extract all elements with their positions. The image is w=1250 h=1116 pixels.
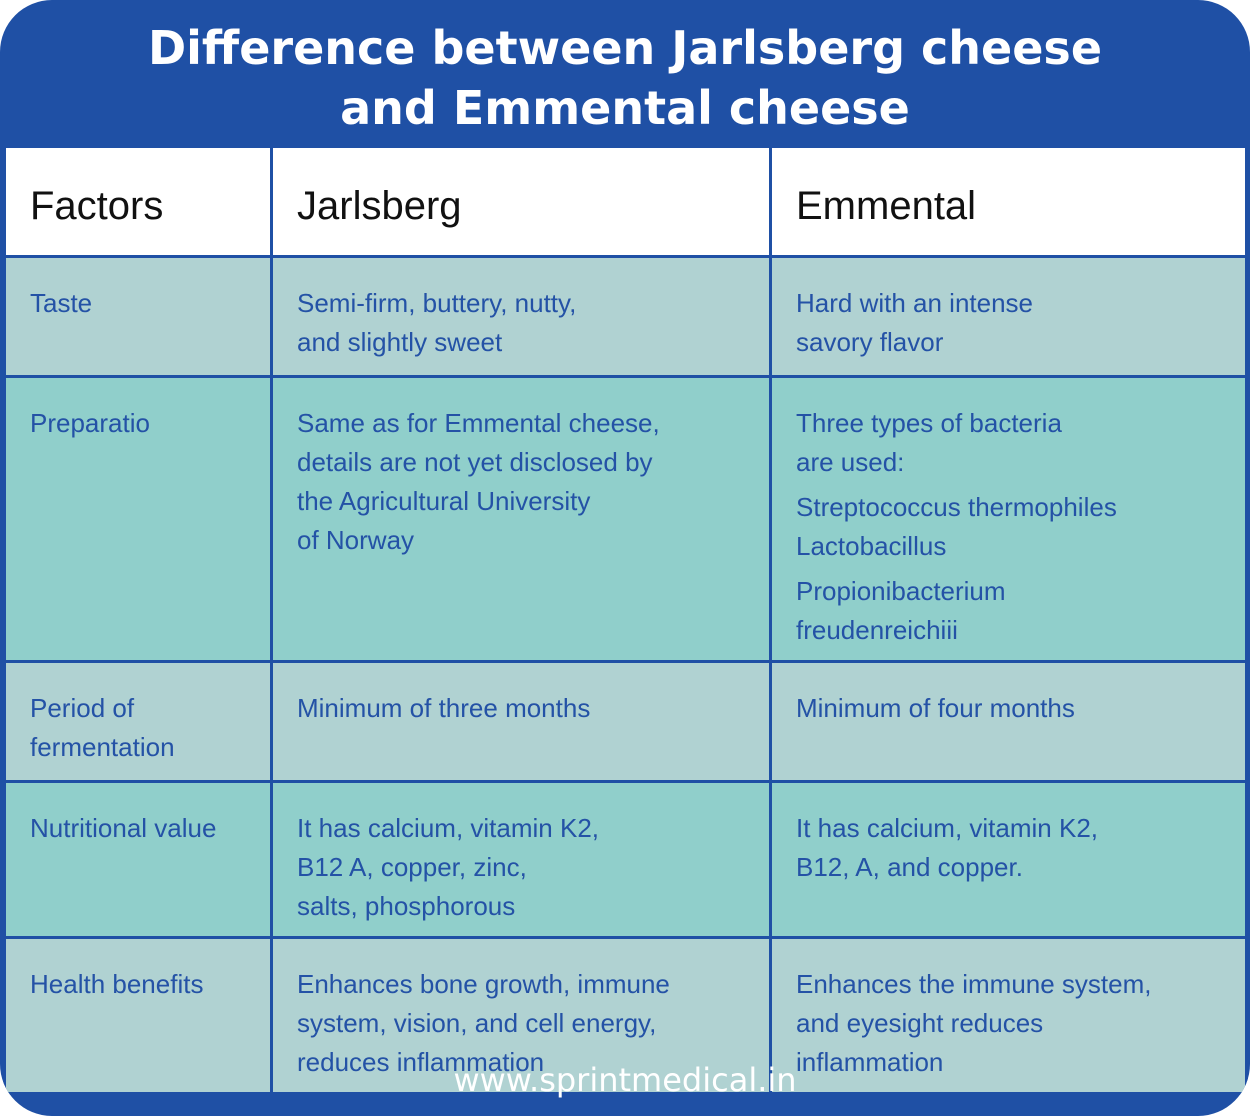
cell-line: the Agricultural University bbox=[297, 486, 591, 516]
cell-line: Enhances the immune system, bbox=[796, 969, 1152, 999]
cell-line: Same as for Emmental cheese, bbox=[297, 408, 660, 438]
jarlsberg-cell: Enhances bone growth, immune system, visi… bbox=[270, 936, 772, 1095]
cell-line: Propionibacterium bbox=[796, 576, 1006, 606]
table-header-row: Factors Jarlsberg Emmental bbox=[3, 145, 1248, 258]
cell-line: and eyesight reduces bbox=[796, 1008, 1044, 1038]
table-row: Health benefits Enhances bone growth, imm… bbox=[3, 936, 1248, 1095]
factor-cell: Health benefits bbox=[3, 936, 273, 1095]
jarlsberg-cell: Same as for Emmental cheese, details are … bbox=[270, 375, 772, 663]
cell-line: and slightly sweet bbox=[297, 327, 503, 357]
cell-line: are used: bbox=[796, 447, 905, 477]
cell-paragraph: Hard with an intense savory flavor bbox=[796, 284, 1221, 362]
table-row: Preparatio Same as for Emmental cheese, de… bbox=[3, 375, 1248, 663]
cell-line: Taste bbox=[30, 288, 93, 318]
cell-paragraph: Enhances the immune system, and eyesight … bbox=[796, 965, 1221, 1082]
cell-line: Nutritional value bbox=[30, 813, 217, 843]
header-jarlsberg: Jarlsberg bbox=[270, 145, 772, 258]
cell-line: Health benefits bbox=[30, 969, 204, 999]
emmental-cell: Hard with an intense savory flavor bbox=[769, 255, 1248, 378]
cell-paragraph: Same as for Emmental cheese, details are … bbox=[297, 404, 745, 560]
emmental-cell: Enhances the immune system, and eyesight … bbox=[769, 936, 1248, 1095]
table-row: Nutritional value It has calcium, vitamin… bbox=[3, 780, 1248, 939]
header-emmental: Emmental bbox=[769, 145, 1248, 258]
cell-line: Semi-firm, buttery, nutty, bbox=[297, 288, 577, 318]
factor-cell: Taste bbox=[3, 255, 273, 378]
factor-cell: Nutritional value bbox=[3, 780, 273, 939]
cell-line: system, vision, and cell energy, bbox=[297, 1008, 657, 1038]
footer-website: www.sprintmedical.in bbox=[453, 1061, 797, 1099]
factor-cell: Preparatio bbox=[3, 375, 273, 663]
cell-paragraph: Enhances bone growth, immune system, visi… bbox=[297, 965, 745, 1082]
jarlsberg-cell: It has calcium, vitamin K2, B12 A, copper… bbox=[270, 780, 772, 939]
cell-paragraph: Minimum of three months bbox=[297, 689, 745, 728]
cell-line: Period of bbox=[30, 693, 135, 723]
cell-line: Lactobacillus bbox=[796, 531, 947, 561]
page-title: Difference between Jarlsberg cheese and … bbox=[0, 18, 1250, 138]
cell-line: Streptococcus thermophiles bbox=[796, 492, 1117, 522]
cell-paragraph: Semi-firm, buttery, nutty, and slightly s… bbox=[297, 284, 745, 362]
cell-line: inflammation bbox=[796, 1047, 944, 1077]
header-factors: Factors bbox=[3, 145, 273, 258]
cell-paragraph: Propionibacterium freudenreichiii bbox=[796, 572, 1221, 650]
table-row: Taste Semi-firm, buttery, nutty, and sligh… bbox=[3, 255, 1248, 378]
table-row: Period of fermentation Minimum of three mo… bbox=[3, 660, 1248, 783]
cell-line: savory flavor bbox=[796, 327, 944, 357]
cell-line: Hard with an intense bbox=[796, 288, 1034, 318]
cell-line: reduces inflammation bbox=[297, 1047, 545, 1077]
cell-line: B12, A, and copper. bbox=[796, 852, 1023, 882]
cell-paragraph: Streptococcus thermophiles Lactobacillus bbox=[796, 488, 1221, 566]
cell-line: It has calcium, vitamin K2, bbox=[796, 813, 1098, 843]
title-line: Difference between Jarlsberg cheese bbox=[147, 21, 1103, 75]
title-line: and Emmental cheese bbox=[340, 81, 910, 135]
cell-line: of Norway bbox=[297, 525, 415, 555]
emmental-cell: Three types of bacteria are used: Streptoc… bbox=[769, 375, 1248, 663]
cell-paragraph: It has calcium, vitamin K2, B12, A, and c… bbox=[796, 809, 1221, 887]
cell-line: Three types of bacteria bbox=[796, 408, 1062, 438]
cell-line: details are not yet disclosed by bbox=[297, 447, 653, 477]
cell-paragraph: Minimum of four months bbox=[796, 689, 1221, 728]
cell-line: Minimum of three months bbox=[297, 693, 591, 723]
cell-line: It has calcium, vitamin K2, bbox=[297, 813, 599, 843]
cell-line: salts, phosphorous bbox=[297, 891, 516, 921]
emmental-cell: It has calcium, vitamin K2, B12, A, and c… bbox=[769, 780, 1248, 939]
comparison-table: Factors Jarlsberg Emmental Taste Semi-fir… bbox=[3, 145, 1248, 1095]
factor-cell: Period of fermentation bbox=[3, 660, 273, 783]
jarlsberg-cell: Minimum of three months bbox=[270, 660, 772, 783]
cell-line: freudenreichiii bbox=[796, 615, 958, 645]
cell-line: B12 A, copper, zinc, bbox=[297, 852, 527, 882]
cell-line: Minimum of four months bbox=[796, 693, 1075, 723]
cell-line: Preparatio bbox=[30, 408, 150, 438]
cell-paragraph: Three types of bacteria are used: bbox=[796, 404, 1221, 482]
cell-paragraph: It has calcium, vitamin K2, B12 A, copper… bbox=[297, 809, 745, 926]
cell-line: fermentation bbox=[30, 732, 175, 762]
emmental-cell: Minimum of four months bbox=[769, 660, 1248, 783]
cell-line: Enhances bone growth, immune bbox=[297, 969, 670, 999]
jarlsberg-cell: Semi-firm, buttery, nutty, and slightly s… bbox=[270, 255, 772, 378]
